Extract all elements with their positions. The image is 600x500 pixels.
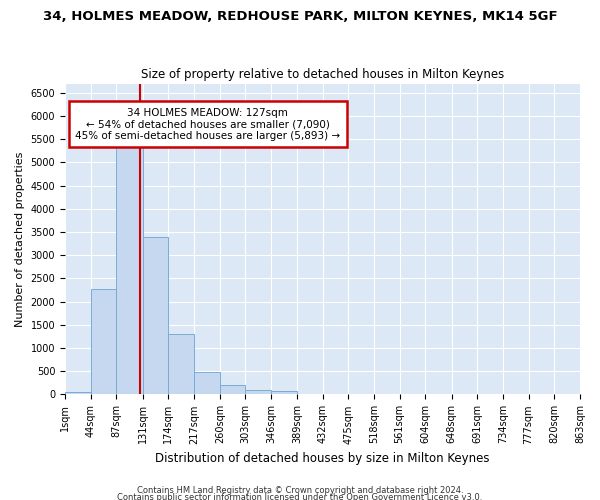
Bar (194, 372, 220, 394)
Title: Size of property relative to detached houses in Milton Keynes: Size of property relative to detached ho… (141, 68, 504, 81)
Bar (245, 390, 271, 394)
Y-axis label: Number of detached properties: Number of detached properties (15, 152, 25, 326)
X-axis label: Distribution of detached houses by size in Milton Keynes: Distribution of detached houses by size … (155, 452, 490, 465)
Bar (116, 142, 143, 394)
Text: 34 HOLMES MEADOW: 127sqm
← 54% of detached houses are smaller (7,090)
45% of sem: 34 HOLMES MEADOW: 127sqm ← 54% of detach… (75, 108, 340, 141)
Bar (65, 392, 91, 394)
Bar (143, 237, 169, 394)
Text: Contains HM Land Registry data © Crown copyright and database right 2024.: Contains HM Land Registry data © Crown c… (137, 486, 463, 495)
Bar (220, 385, 245, 394)
Bar (91, 288, 116, 395)
Bar (271, 391, 297, 394)
Text: Contains public sector information licensed under the Open Government Licence v3: Contains public sector information licen… (118, 494, 482, 500)
Text: 34, HOLMES MEADOW, REDHOUSE PARK, MILTON KEYNES, MK14 5GF: 34, HOLMES MEADOW, REDHOUSE PARK, MILTON… (43, 10, 557, 23)
Bar (169, 334, 194, 394)
